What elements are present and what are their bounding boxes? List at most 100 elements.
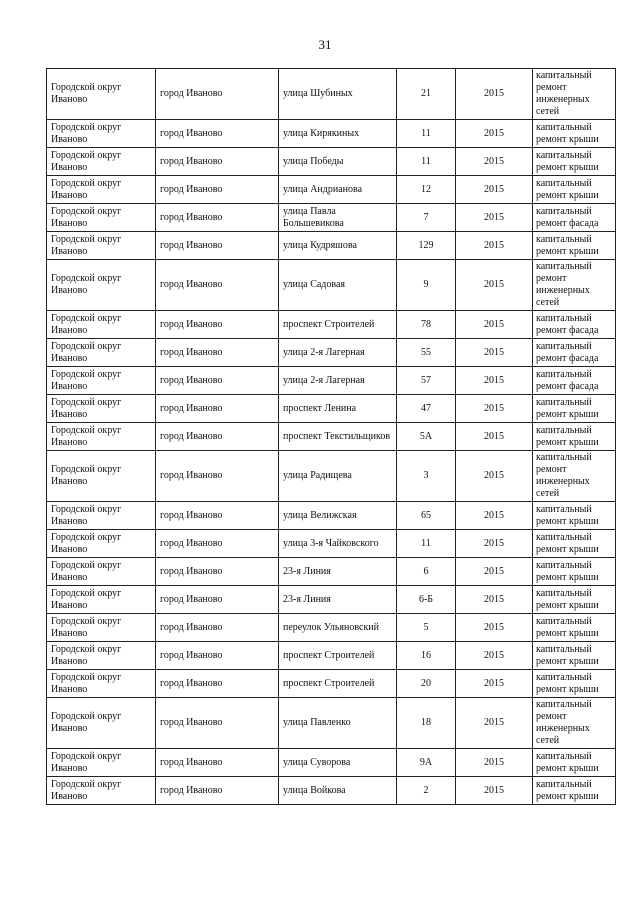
- cell-house-number: 5: [396, 613, 456, 642]
- cell-street: проспект Ленина: [278, 394, 397, 423]
- cell-year: 2015: [455, 669, 533, 698]
- cell-district: Городской округ Иваново: [46, 613, 156, 642]
- cell-year: 2015: [455, 776, 533, 805]
- cell-year: 2015: [455, 641, 533, 670]
- cell-street: улица Победы: [278, 147, 397, 176]
- cell-work-type: капитальный ремонт инженерных сетей: [532, 697, 616, 749]
- cell-work-type: капитальный ремонт крыши: [532, 585, 616, 614]
- table-row: Городской округ Иваново город Иваново улиц…: [46, 748, 616, 777]
- cell-city: город Иваново: [155, 338, 279, 367]
- cell-house-number: 2: [396, 776, 456, 805]
- cell-house-number: 57: [396, 366, 456, 395]
- cell-street: улица Войкова: [278, 776, 397, 805]
- cell-house-number: 16: [396, 641, 456, 670]
- cell-district: Городской округ Иваново: [46, 557, 156, 586]
- cell-district: Городской округ Иваново: [46, 748, 156, 777]
- cell-house-number: 55: [396, 338, 456, 367]
- cell-work-type: капитальный ремонт инженерных сетей: [532, 450, 616, 502]
- cell-year: 2015: [455, 68, 533, 120]
- cell-street: проспект Текстильщиков: [278, 422, 397, 451]
- table-row: Городской округ Иваново город Иваново улиц…: [46, 776, 616, 805]
- cell-district: Городской округ Иваново: [46, 776, 156, 805]
- cell-city: город Иваново: [155, 585, 279, 614]
- cell-year: 2015: [455, 394, 533, 423]
- table-row: Городской округ Иваново город Иваново 23-я…: [46, 557, 616, 586]
- cell-work-type: капитальный ремонт крыши: [532, 501, 616, 530]
- cell-house-number: 3: [396, 450, 456, 502]
- table-row: Городской округ Иваново город Иваново улиц…: [46, 231, 616, 260]
- cell-city: город Иваново: [155, 422, 279, 451]
- cell-work-type: капитальный ремонт крыши: [532, 641, 616, 670]
- cell-year: 2015: [455, 748, 533, 777]
- cell-work-type: капитальный ремонт крыши: [532, 613, 616, 642]
- cell-work-type: капитальный ремонт крыши: [532, 119, 616, 148]
- cell-house-number: 6: [396, 557, 456, 586]
- cell-year: 2015: [455, 697, 533, 749]
- table-row: Городской округ Иваново город Иваново прос…: [46, 310, 616, 339]
- cell-house-number: 65: [396, 501, 456, 530]
- table-row: Городской округ Иваново город Иваново улиц…: [46, 175, 616, 204]
- cell-street: 23-я Линия: [278, 585, 397, 614]
- cell-city: город Иваново: [155, 529, 279, 558]
- cell-year: 2015: [455, 119, 533, 148]
- table-row: Городской округ Иваново город Иваново прос…: [46, 669, 616, 698]
- table-row: Городской округ Иваново город Иваново улиц…: [46, 68, 616, 120]
- cell-work-type: капитальный ремонт фасада: [532, 338, 616, 367]
- cell-street: улица 2-я Лагерная: [278, 366, 397, 395]
- cell-district: Городской округ Иваново: [46, 422, 156, 451]
- cell-district: Городской округ Иваново: [46, 231, 156, 260]
- cell-city: город Иваново: [155, 259, 279, 311]
- cell-district: Городской округ Иваново: [46, 338, 156, 367]
- cell-street: улица Кирякиных: [278, 119, 397, 148]
- cell-street: улица Андрианова: [278, 175, 397, 204]
- cell-year: 2015: [455, 557, 533, 586]
- cell-street: улица 2-я Лагерная: [278, 338, 397, 367]
- cell-district: Городской округ Иваново: [46, 394, 156, 423]
- cell-district: Городской округ Иваново: [46, 259, 156, 311]
- repair-table: Городской округ Иваново город Иваново улиц…: [46, 68, 616, 805]
- cell-street: переулок Ульяновский: [278, 613, 397, 642]
- cell-work-type: капитальный ремонт крыши: [532, 175, 616, 204]
- cell-city: город Иваново: [155, 697, 279, 749]
- cell-city: город Иваново: [155, 119, 279, 148]
- cell-street: улица 3-я Чайковского: [278, 529, 397, 558]
- cell-street: улица Садовая: [278, 259, 397, 311]
- cell-city: город Иваново: [155, 366, 279, 395]
- cell-district: Городской округ Иваново: [46, 366, 156, 395]
- cell-district: Городской округ Иваново: [46, 310, 156, 339]
- cell-year: 2015: [455, 231, 533, 260]
- table-row: Городской округ Иваново город Иваново улиц…: [46, 338, 616, 367]
- cell-street: улица Велижская: [278, 501, 397, 530]
- cell-district: Городской округ Иваново: [46, 119, 156, 148]
- cell-year: 2015: [455, 203, 533, 232]
- cell-street: улица Кудряшова: [278, 231, 397, 260]
- cell-street: улица Павла Большевикова: [278, 203, 397, 232]
- cell-work-type: капитальный ремонт крыши: [532, 557, 616, 586]
- cell-city: город Иваново: [155, 310, 279, 339]
- cell-city: город Иваново: [155, 450, 279, 502]
- table-row: Городской округ Иваново город Иваново улиц…: [46, 147, 616, 176]
- cell-house-number: 78: [396, 310, 456, 339]
- cell-year: 2015: [455, 310, 533, 339]
- cell-street: улица Шубиных: [278, 68, 397, 120]
- table-row: Городской округ Иваново город Иваново пере…: [46, 613, 616, 642]
- cell-city: город Иваново: [155, 68, 279, 120]
- cell-house-number: 129: [396, 231, 456, 260]
- table-row: Городской округ Иваново город Иваново прос…: [46, 394, 616, 423]
- cell-district: Городской округ Иваново: [46, 68, 156, 120]
- cell-year: 2015: [455, 338, 533, 367]
- cell-city: город Иваново: [155, 748, 279, 777]
- cell-district: Городской округ Иваново: [46, 529, 156, 558]
- cell-house-number: 21: [396, 68, 456, 120]
- cell-district: Городской округ Иваново: [46, 641, 156, 670]
- cell-work-type: капитальный ремонт крыши: [532, 422, 616, 451]
- cell-house-number: 9А: [396, 748, 456, 777]
- cell-house-number: 6-Б: [396, 585, 456, 614]
- cell-work-type: капитальный ремонт крыши: [532, 231, 616, 260]
- cell-street: улица Павленко: [278, 697, 397, 749]
- cell-year: 2015: [455, 147, 533, 176]
- table-row: Городской округ Иваново город Иваново улиц…: [46, 203, 616, 232]
- cell-year: 2015: [455, 613, 533, 642]
- cell-house-number: 11: [396, 529, 456, 558]
- cell-work-type: капитальный ремонт фасада: [532, 366, 616, 395]
